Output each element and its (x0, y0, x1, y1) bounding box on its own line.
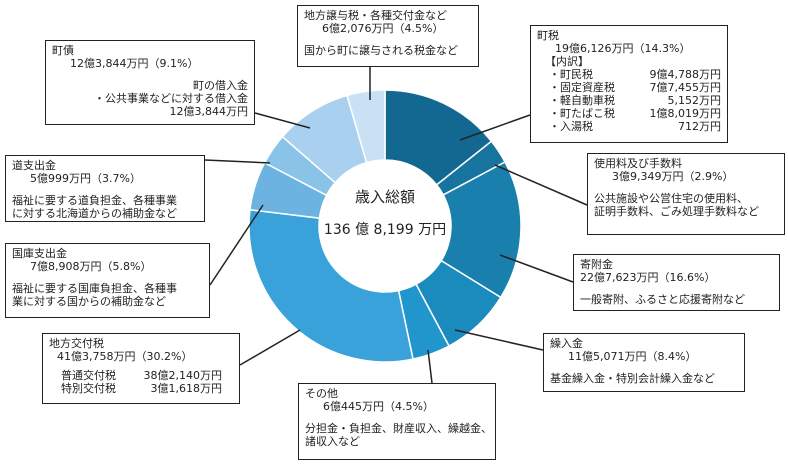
slice-name: その他 (305, 387, 338, 400)
slice-desc: 福祉に要する国庫負担金、各種事 業に対する国からの補助金など (12, 282, 177, 308)
slice-amount: 11億5,071万円 (568, 350, 647, 363)
label-box-jouyozei: 地方譲与税・各種交付金など 6億2,076万円（4.5%） 国から町に譲与される… (297, 5, 479, 67)
leader-line (459, 114, 531, 141)
breakdown-label: ・町民税 (549, 68, 593, 81)
slice-pct: （16.6%） (658, 271, 716, 284)
slice-desc: 公共施設や公営住宅の使用料、 証明手数料、ごみ処理手数料など (594, 192, 759, 218)
leader-line (494, 164, 588, 206)
slice-desc: 分担金・負担金、財産収入、繰越金、 諸収入など (305, 422, 492, 448)
chart-total: 136 億 8,199 万円 (323, 222, 447, 238)
slice-pct: （3.7%） (91, 172, 141, 185)
slice-amount: 41億3,758万円 (57, 350, 136, 363)
leader-line (209, 204, 264, 286)
breakdown-row: ・入湯税 712万円 (537, 120, 721, 133)
slice-desc: 基金繰入金・特別会計繰入金など (550, 372, 715, 385)
slice-name: 地方譲与税・各種交付金など (304, 9, 447, 22)
label-box-shiyouryou: 使用料及び手数料 3億9,349万円（2.9%） 公共施設や公営住宅の使用料、 … (587, 153, 785, 235)
leader-line (204, 159, 271, 164)
label-box-dou: 道支出金 5億999万円（3.7%） 福祉に要する道負担金、各種事業 に対する北… (5, 155, 205, 222)
leader-line (254, 112, 311, 129)
breakdown-title: 【内訳】 (545, 55, 589, 68)
slice-5 (248, 208, 414, 363)
breakdown-row: 特別交付税 3億1,618万円 (49, 382, 233, 395)
slice-amount: 22億7,623万円 (580, 271, 659, 284)
leader-line (499, 254, 574, 283)
breakdown-label: ・固定資産税 (549, 81, 615, 94)
slice-amount: 5億999万円 (30, 172, 91, 185)
slice-desc: 町の借入金 ・公共事業などに対する借入金 12億3,844万円 (93, 79, 248, 118)
slice-name: 道支出金 (12, 159, 56, 172)
leader-line (239, 329, 301, 366)
label-box-kokko: 国庫支出金 7億8,908万円（5.8%） 福祉に要する国庫負担金、各種事 業に… (5, 243, 210, 318)
chart-center-label: 歳入総額 136 億 8,199 万円 (320, 186, 450, 239)
label-box-sonota: その他 6億445万円（4.5%） 分担金・負担金、財産収入、繰越金、 諸収入な… (298, 383, 496, 460)
breakdown-row: ・町民税 9億4,788万円 (537, 68, 721, 81)
slice-9 (346, 89, 386, 164)
breakdown-value: 38億2,140万円 (143, 369, 223, 382)
slice-pct: （9.1%） (148, 57, 199, 70)
label-box-kifukin: 寄附金 22億7,623万円（16.6%） 一般寄附、ふるさと応援寄附など (573, 254, 780, 311)
label-box-chouzei: 町税 19億6,126万円（14.3%） 【内訳】 ・町民税 9億4,788万円・… (530, 25, 728, 143)
breakdown-value: 5,152万円 (667, 94, 722, 107)
slice-amount: 19億6,126万円 (555, 42, 634, 55)
breakdown-label: 特別交付税 (61, 382, 116, 395)
slice-name: 町債 (52, 44, 74, 57)
slice-pct: （5.8%） (101, 260, 152, 273)
breakdown-label: 普通交付税 (61, 369, 116, 382)
slice-name: 寄附金 (580, 258, 613, 271)
breakdown-row: 普通交付税 38億2,140万円 (49, 369, 233, 382)
breakdown-label: ・軽自動車税 (549, 94, 615, 107)
slice-amount: 6億445万円 (323, 400, 384, 413)
breakdown-row: ・固定資産税 7億7,455万円 (537, 81, 721, 94)
slice-amount: 12億3,844万円 (70, 57, 149, 70)
slice-name: 地方交付税 (49, 337, 104, 350)
leader-line (454, 329, 544, 351)
slice-name: 国庫支出金 (12, 247, 67, 260)
slice-amount: 3億9,349万円 (612, 170, 684, 183)
slice-desc: 福祉に要する道負担金、各種事業 に対する北海道からの補助金など (12, 194, 177, 220)
slice-pct: （14.3%） (633, 42, 691, 55)
label-box-koufuzei: 地方交付税 41億3,758万円（30.2%） 普通交付税 38億2,140万円特… (42, 333, 240, 404)
breakdown-value: 9億4,788万円 (649, 68, 722, 81)
breakdown-value: 1億8,019万円 (649, 107, 722, 120)
slice-pct: （8.4%） (646, 350, 697, 363)
slice-desc: 国から町に譲与される税金など (304, 44, 458, 57)
slice-desc: 一般寄附、ふるさと応援寄附など (580, 293, 745, 306)
chart-title: 歳入総額 (354, 188, 415, 206)
breakdown-row: ・軽自動車税 5,152万円 (537, 94, 721, 107)
slice-pct: （2.9%） (683, 170, 734, 183)
slice-amount: 7億8,908万円 (30, 260, 102, 273)
slice-pct: （4.5%） (384, 400, 434, 413)
breakdown-value: 3億1,618万円 (150, 382, 223, 395)
leader-line (427, 349, 433, 384)
slice-name: 使用料及び手数料 (594, 157, 682, 170)
breakdown-label: ・入湯税 (549, 120, 593, 133)
label-box-chousai: 町債 12億3,844万円（9.1%） 町の借入金 ・公共事業などに対する借入金… (45, 40, 255, 125)
slice-name: 繰入金 (550, 337, 583, 350)
slice-pct: （4.5%） (393, 22, 444, 35)
slice-name: 町税 (537, 29, 559, 42)
breakdown-label: ・町たばこ税 (549, 107, 615, 120)
breakdown-row: ・町たばこ税 1億8,019万円 (537, 107, 721, 120)
breakdown-value: 712万円 (678, 120, 721, 133)
slice-amount: 6億2,076万円 (322, 22, 394, 35)
breakdown-value: 7億7,455万円 (649, 81, 722, 94)
slice-pct: （30.2%） (135, 350, 193, 363)
label-box-kuriirekin: 繰入金 11億5,071万円（8.4%） 基金繰入金・特別会計繰入金など (543, 333, 745, 392)
